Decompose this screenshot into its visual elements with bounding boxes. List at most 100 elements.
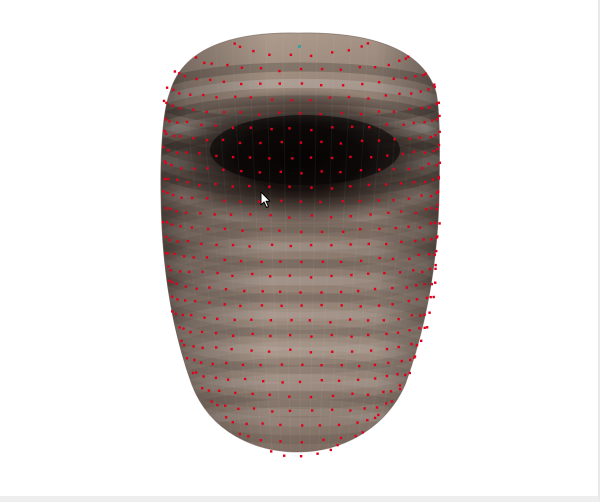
vertex-marker [258,200,261,203]
vertex-marker [171,310,174,313]
vertex-marker [356,378,360,381]
vertex-marker [349,409,352,412]
vertex-marker [178,72,181,75]
vertex-marker [188,270,191,274]
vertex-marker [436,147,439,151]
vertex-marker [205,197,209,200]
vertex-marker [435,118,439,121]
vertex-marker [366,319,370,322]
vertex-marker [367,183,371,187]
vertex-marker [249,126,252,129]
vertex-marker [205,256,209,259]
vertex-marker [329,448,332,452]
vertex-marker [432,149,435,153]
vertex-marker [195,371,198,374]
vertex-marker [398,92,401,95]
vertex-marker [415,284,418,287]
vertex-marker [387,361,390,365]
vertex-marker [309,351,313,354]
vertex-marker [268,393,271,396]
vertex-marker [366,42,370,45]
vertex-marker [424,72,427,75]
vertex-marker [164,252,168,255]
vertex-marker [340,364,343,367]
vertex-marker [320,67,324,71]
vertex-marker [268,53,271,56]
vertex-marker [423,313,426,316]
vertex-marker [435,102,439,105]
vertex-marker [288,127,291,130]
vertex-marker [233,42,236,45]
vertex-marker [370,156,373,159]
vertex-marker [190,226,194,229]
vertex-marker [162,145,165,149]
vertex-marker [205,110,208,114]
vertex-marker [191,371,195,375]
vertex-marker [331,394,335,398]
vertex-marker [206,227,210,231]
vertex-marker [349,215,352,218]
vertex-marker [410,342,413,346]
vertex-marker [258,113,261,116]
vertex-marker [175,210,178,213]
vertex-marker [408,257,411,261]
vertex-marker [382,319,385,322]
vertex-marker [357,289,360,293]
vertex-marker [363,407,366,410]
vertex-marker [309,99,312,102]
vertex-marker [320,230,324,234]
vertex-marker [251,332,254,336]
vertex-marker [369,213,372,216]
vertex-marker [260,304,264,307]
vertex-marker [200,123,203,127]
vertex-marker [186,181,189,184]
vertex-marker [278,82,281,85]
vertex-marker [279,260,282,263]
vertex-marker [360,45,363,48]
vertex-marker [366,393,370,396]
vertex-marker [172,88,175,92]
vertex-marker [176,121,179,124]
vertex-marker [231,421,235,424]
vertex-marker [319,113,322,116]
vertex-marker [419,90,422,93]
vertex-marker [400,240,403,243]
vertex-marker [367,97,370,100]
vertex-marker [387,211,390,214]
vertex-marker [359,305,362,308]
vertex-marker [433,85,436,89]
vertex-marker [164,207,168,210]
vertex-marker [192,108,195,112]
vertex-marker [208,301,211,304]
vertex-marker [279,423,282,427]
vertex-marker [437,177,440,180]
vertex-marker [162,99,166,103]
vertex-marker [391,257,395,261]
vertex-marker [321,260,324,263]
vertex-marker [199,212,202,215]
vertex-marker [299,200,303,203]
vertex-marker [428,267,432,271]
vertex-marker [350,335,353,338]
vertex-marker [280,363,284,366]
vertex-marker [186,240,190,243]
vertex-marker [438,130,441,133]
vertex-marker [414,75,417,78]
vertex-marker [330,156,334,160]
vertex-marker [278,69,281,73]
vertex-marker [401,152,404,156]
vertex-marker [190,196,194,200]
vertex-marker [330,274,333,278]
vertex-marker [351,392,354,395]
vertex-marker [429,222,433,225]
vertex-marker [170,280,174,284]
vertex-marker [408,108,411,111]
vertex-marker [394,226,397,230]
vertex-marker [180,339,183,342]
vertex-marker [425,326,429,329]
vertex-marker [377,81,381,84]
vertex-marker [404,57,407,60]
vertex-marker [378,168,381,171]
